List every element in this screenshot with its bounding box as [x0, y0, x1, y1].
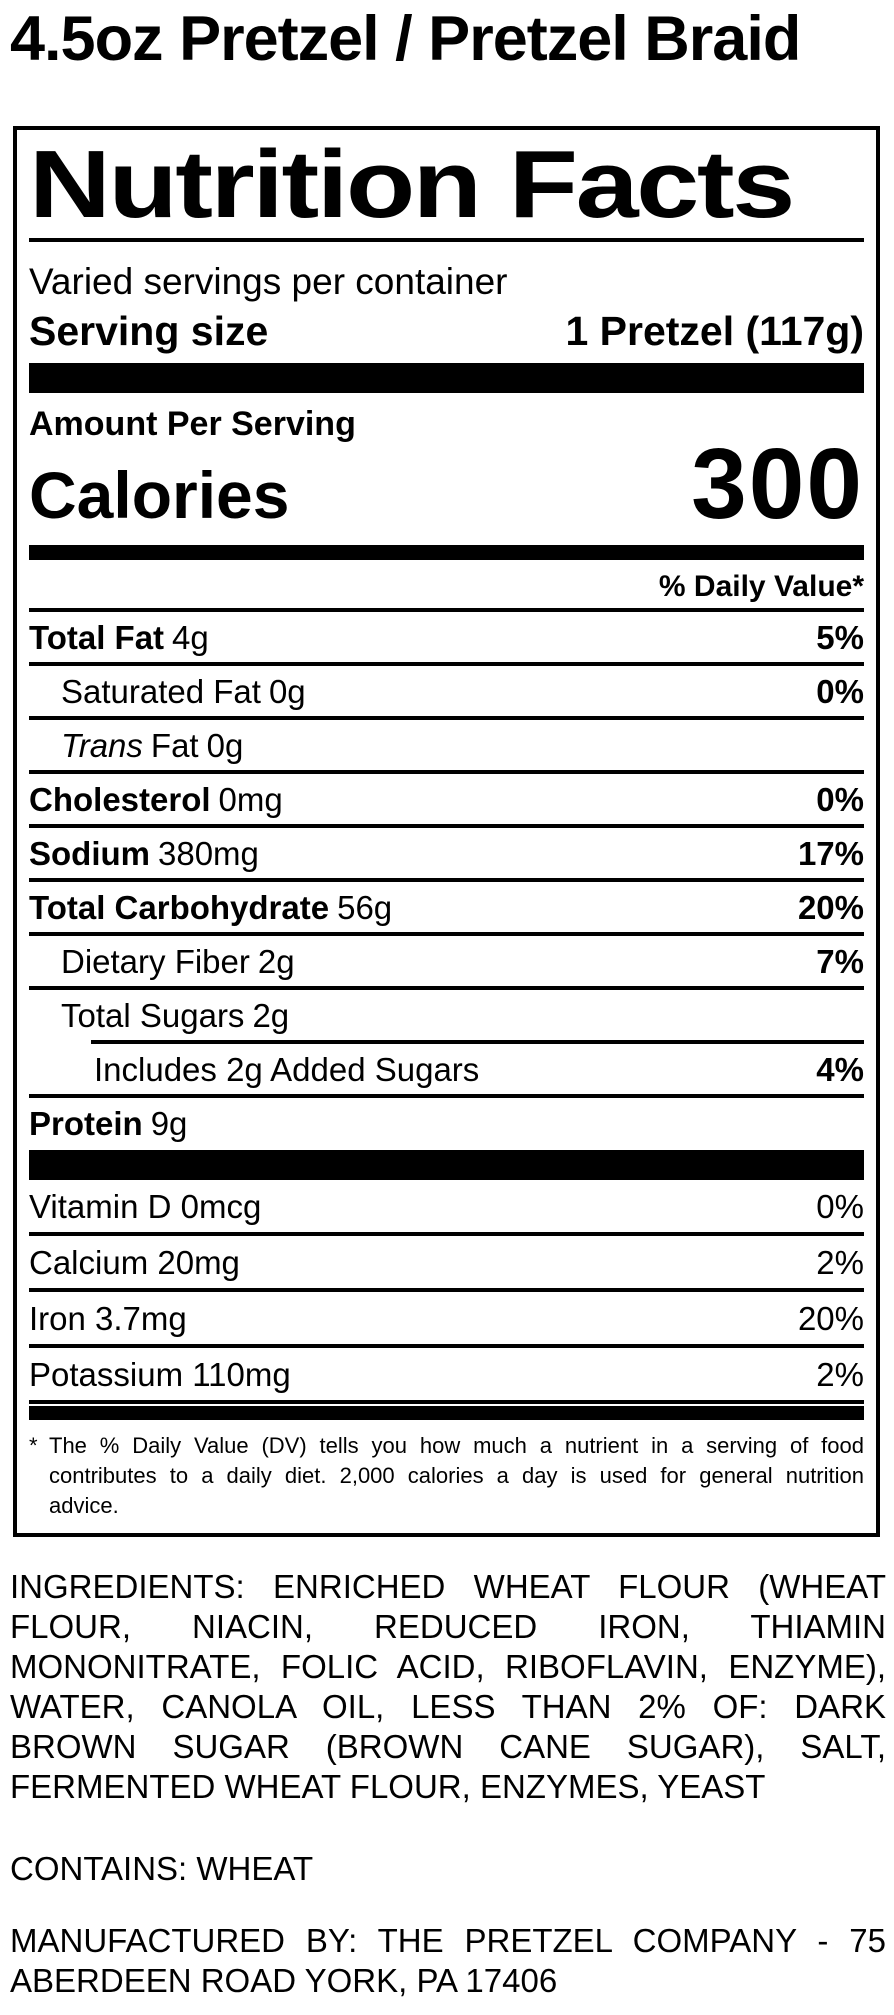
manufactured-by-paragraph: MANUFACTURED BY: THE PRETZEL COMPANY - 7… [10, 1921, 886, 2001]
nutrition-facts-heading-text: Nutrition Facts [29, 131, 795, 238]
nutrient-row-total-carbohydrate: Total Carbohydrate 56g 20% [29, 882, 864, 936]
serving-size-row: Serving size 1 Pretzel (117g) [29, 308, 864, 354]
footnote-line: advice. [49, 1493, 119, 1518]
ingredients-line: BROWN SUGAR (BROWN CANE SUGAR), SALT, [10, 1728, 886, 1765]
nutrient-row-total-fat: Total Fat 4g 5% [29, 612, 864, 666]
vitamin-name: Potassium 110mg [29, 1356, 291, 1393]
servings-per-container: Varied servings per container [29, 261, 508, 302]
calories-row: Calories 300 [29, 428, 864, 540]
footnote-asterisk: * [29, 1433, 38, 1458]
daily-value-footnote: * The % Daily Value (DV) tells you how m… [29, 1420, 864, 1523]
calories-label: Calories [29, 458, 290, 532]
daily-value-header: % Daily Value* [29, 560, 864, 612]
nutrient-name: Cholesterol 0mg [29, 781, 283, 818]
medium-divider-bar [29, 1406, 864, 1420]
ingredients-line: MONONITRATE, FOLIC ACID, RIBOFLAVIN, ENZ… [10, 1648, 886, 1685]
amount-per-serving-label: Amount Per Serving [29, 405, 356, 443]
nutrition-facts-heading: Nutrition Facts [29, 134, 864, 236]
vitamin-dv: 2% [816, 1356, 864, 1393]
vitamin-name: Vitamin D 0mcg [29, 1188, 262, 1225]
vitamin-row-calcium: Calcium 20mg 2% [29, 1236, 864, 1292]
vitamin-dv: 20% [797, 1300, 864, 1337]
nutrient-name: Dietary Fiber 2g [61, 943, 295, 980]
thick-divider-bar [29, 1150, 864, 1180]
nutrient-dv: 5% [816, 619, 864, 656]
manufactured-line: ABERDEEN ROAD YORK, PA 17406 [10, 1962, 558, 1999]
vitamin-row-iron: Iron 3.7mg 20% [29, 1292, 864, 1348]
nutrient-dv: 17% [797, 835, 864, 872]
nutrient-name: Trans Fat 0g [61, 727, 244, 764]
vitamin-row-vitamin-d: Vitamin D 0mcg 0% [29, 1180, 864, 1236]
product-title: 4.5oz Pretzel / Pretzel Braid [10, 4, 801, 74]
ingredients-line: FERMENTED WHEAT FLOUR, ENZYMES, YEAST [10, 1768, 766, 1805]
nutrient-row-sodium: Sodium 380mg 17% [29, 828, 864, 882]
calories-value: 300 [691, 428, 864, 540]
manufactured-line: MANUFACTURED BY: THE PRETZEL COMPANY - 7… [10, 1922, 886, 1959]
nutrient-name: Includes 2g Added Sugars [94, 1051, 480, 1088]
ingredients-paragraph: INGREDIENTS: ENRICHED WHEAT FLOUR (WHEAT… [10, 1567, 886, 1807]
ingredients-line: INGREDIENTS: ENRICHED WHEAT FLOUR (WHEAT [10, 1568, 886, 1605]
ingredients-line: WATER, CANOLA OIL, LESS THAN 2% OF: DARK [10, 1688, 886, 1725]
vitamin-dv: 2% [816, 1244, 864, 1281]
nutrient-row-saturated-fat: Saturated Fat 0g 0% [29, 666, 864, 720]
indented-separator [91, 1040, 864, 1044]
nutrient-name: Total Carbohydrate 56g [29, 889, 393, 926]
heading-rule [29, 238, 864, 242]
nutrient-row-protein: Protein 9g [29, 1098, 864, 1148]
nutrient-name: Protein 9g [29, 1105, 188, 1142]
contains-statement: CONTAINS: WHEAT [10, 1850, 314, 1887]
nutrient-dv: 7% [816, 943, 864, 980]
nutrition-facts-label: Nutrition Facts Varied servings per cont… [13, 126, 880, 1537]
footnote-line: The % Daily Value (DV) tells you how muc… [49, 1433, 864, 1458]
nutrient-dv: 20% [797, 889, 864, 926]
medium-divider-bar [29, 545, 864, 560]
serving-size-label: Serving size [29, 308, 269, 354]
nutrient-row-trans-fat: Trans Fat 0g [29, 720, 864, 774]
nutrient-dv: 0% [816, 781, 864, 818]
vitamin-name: Calcium 20mg [29, 1244, 240, 1281]
nutrient-name: Sodium 380mg [29, 835, 259, 872]
nutrient-name: Saturated Fat 0g [61, 673, 306, 710]
vitamin-dv: 0% [816, 1188, 864, 1225]
thick-divider-bar [29, 363, 864, 393]
nutrient-row-cholesterol: Cholesterol 0mg 0% [29, 774, 864, 828]
nutrient-name: Total Sugars 2g [61, 997, 290, 1034]
nutrient-dv: 0% [816, 673, 864, 710]
vitamin-name: Iron 3.7mg [29, 1300, 187, 1337]
ingredients-line: FLOUR, NIACIN, REDUCED IRON, THIAMIN [10, 1608, 886, 1645]
nutrient-row-dietary-fiber: Dietary Fiber 2g 7% [29, 936, 864, 990]
nutrient-name: Total Fat 4g [29, 619, 209, 656]
nutrient-row-added-sugars: Includes 2g Added Sugars 4% [29, 1044, 864, 1098]
nutrient-row-total-sugars: Total Sugars 2g [29, 990, 864, 1040]
footnote-line: contributes to a daily diet. 2,000 calor… [49, 1463, 864, 1488]
serving-size-value: 1 Pretzel (117g) [565, 308, 864, 354]
vitamin-row-potassium: Potassium 110mg 2% [29, 1348, 864, 1404]
nutrient-dv: 4% [816, 1051, 864, 1088]
